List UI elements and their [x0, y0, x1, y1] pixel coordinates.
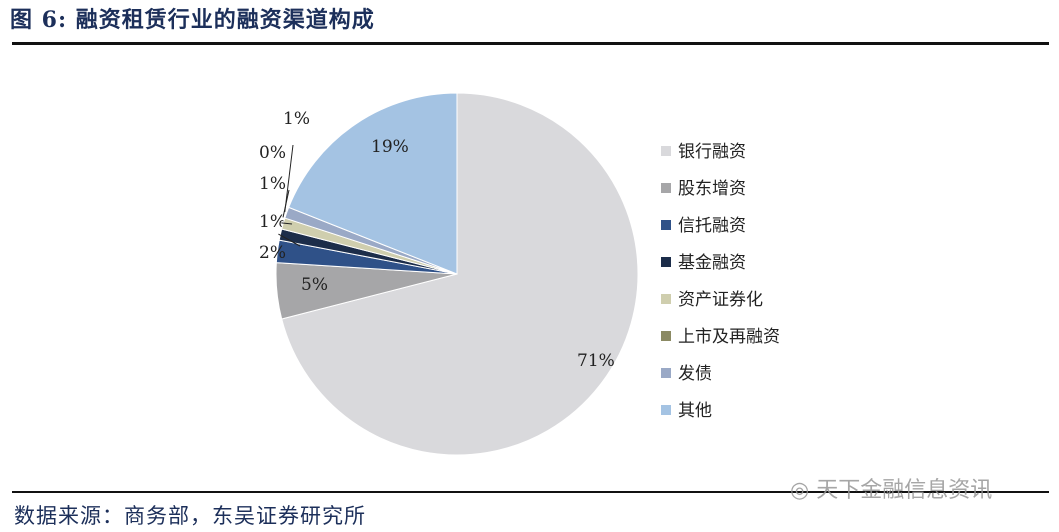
- legend-swatch-2: [661, 183, 671, 193]
- leader-line-5: [281, 222, 293, 225]
- legend-label-2: 股东增资: [678, 179, 746, 199]
- data-label-1: 71%: [577, 351, 615, 371]
- watermark-text: 天下金融信息资讯: [816, 478, 993, 503]
- legend-swatch-6: [661, 331, 671, 341]
- legend-swatch-1: [661, 146, 671, 156]
- legend-swatch-3: [661, 220, 671, 230]
- pie-slice-8: [288, 92, 458, 275]
- watermark: ◎ 天下金融信息资讯: [790, 472, 992, 504]
- legend-swatch-7: [661, 368, 671, 378]
- data-label-3: 2%: [259, 243, 286, 263]
- leader-line-7: [284, 144, 294, 213]
- legend-swatch-8: [661, 405, 671, 415]
- leader-line-4: [278, 233, 301, 247]
- legend-label-5: 资产证券化: [678, 290, 763, 310]
- wechat-icon: ◎: [790, 478, 817, 503]
- bottom-divider: [12, 491, 1049, 493]
- data-label-8: 19%: [371, 137, 409, 157]
- data-label-4: 1%: [259, 212, 286, 232]
- legend-label-4: 基金融资: [678, 253, 746, 273]
- data-label-7: 1%: [283, 109, 310, 129]
- top-divider: [12, 42, 1049, 45]
- legend-label-8: 其他: [678, 401, 712, 421]
- data-label-6: 0%: [259, 143, 286, 163]
- legend-swatch-4: [661, 257, 671, 267]
- legend-swatch-5: [661, 294, 671, 304]
- data-label-5: 1%: [259, 174, 286, 194]
- legend-label-1: 银行融资: [678, 142, 746, 162]
- legend-label-3: 信托融资: [678, 216, 746, 236]
- legend-label-7: 发债: [678, 364, 712, 384]
- data-label-2: 5%: [301, 275, 328, 295]
- pie-slice-1: [281, 92, 639, 456]
- chart-title: 图 6: 融资租赁行业的融资渠道构成: [10, 7, 375, 33]
- source-note: 数据来源：商务部，东吴证券研究所: [14, 504, 366, 528]
- legend-label-6: 上市及再融资: [678, 327, 780, 347]
